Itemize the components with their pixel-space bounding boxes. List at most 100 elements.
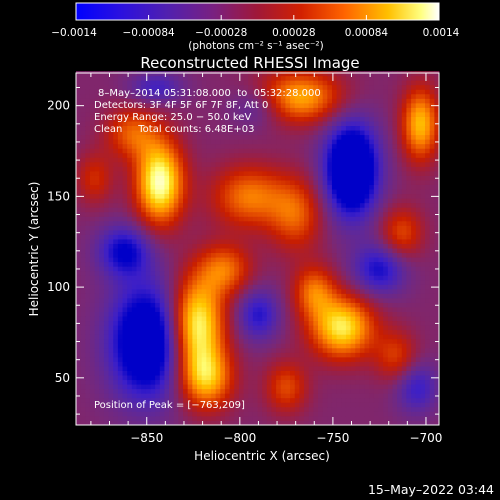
heatmap-cell [397,420,403,426]
heatmap-cell [155,302,161,308]
heatmap-cell [257,202,263,208]
heatmap-cell [192,329,198,335]
heatmap-cell [434,225,440,231]
heatmap-cell [150,393,156,399]
heatmap-cell [401,170,407,176]
heatmap-cell [294,252,300,258]
heatmap-cell [397,375,403,381]
heatmap-cell [285,370,291,376]
heatmap-cell [99,397,105,403]
heatmap-cell [229,388,235,394]
heatmap-cell [336,388,342,394]
heatmap-cell [434,402,440,408]
heatmap-cell [178,297,184,303]
heatmap-cell [383,379,389,385]
heatmap-cell [271,234,277,240]
heatmap-cell [304,157,310,163]
heatmap-cell [364,293,370,299]
heatmap-cell [99,239,105,244]
heatmap-cell [327,243,333,249]
heatmap-cell [434,270,440,276]
heatmap-cell [336,170,342,176]
heatmap-cell [187,166,193,172]
heatmap-cell [141,216,147,222]
heatmap-cell [206,347,212,353]
heatmap-cell [108,411,114,417]
heatmap-cell [345,189,351,195]
heatmap-cell [187,170,193,176]
heatmap-cell [103,356,109,362]
heatmap-cell [224,402,230,408]
heatmap-cell [387,397,393,403]
heatmap-cell [392,356,398,362]
heatmap-cell [308,266,314,272]
heatmap-cell [355,257,361,263]
heatmap-cell [220,293,226,299]
heatmap-cell [150,343,156,349]
heatmap-cell [415,198,421,204]
heatmap-cell [341,252,347,258]
heatmap-cell [262,293,268,299]
heatmap-cell [401,379,407,385]
heatmap-cell [322,361,328,367]
heatmap-cell [434,257,440,263]
heatmap-cell [76,134,82,140]
heatmap-cell [243,193,249,199]
heatmap-cell [420,229,426,235]
heatmap-cell [201,411,207,417]
heatmap-cell [224,307,230,312]
heatmap-cell [401,189,407,195]
heatmap-cell [397,402,403,408]
heatmap-cell [122,388,128,394]
heatmap-cell [411,198,417,204]
heatmap-cell [350,243,356,249]
heatmap-cell [169,406,175,412]
heatmap-cell [308,279,314,285]
heatmap-cell [336,366,342,371]
heatmap-cell [229,402,235,408]
heatmap-cell [173,248,179,254]
heatmap-cell [318,239,324,244]
heatmap-cell [150,302,156,308]
heatmap-cell [248,157,254,163]
heatmap-cell [318,406,324,412]
heatmap-cell [299,361,305,367]
heatmap-cell [145,370,151,376]
heatmap-cell [99,170,105,176]
heatmap-cell [210,293,217,299]
heatmap-cell [238,388,244,394]
heatmap-cell [345,316,351,322]
heatmap-cell [224,329,230,335]
heatmap-cell [164,288,170,294]
heatmap-cell [350,184,356,190]
heatmap-cell [397,334,403,340]
heatmap-cell [341,316,347,322]
heatmap-cell [192,420,198,426]
heatmap-cell [350,334,356,340]
heatmap-cell [378,297,384,303]
heatmap-cell [285,239,291,244]
heatmap-cell [229,325,235,331]
heatmap-cell [215,266,221,272]
heatmap-cell [294,157,300,163]
heatmap-cell [355,325,361,331]
heatmap-cell [145,338,151,344]
heatmap-cell [276,284,282,290]
heatmap-cell [322,302,328,308]
heatmap-cell [85,384,91,390]
heatmap-cell [103,279,109,285]
heatmap-cell [383,257,389,263]
heatmap-cell [192,347,198,353]
heatmap-cell [364,325,370,331]
heatmap-cell [201,166,207,172]
heatmap-cell [308,397,314,403]
heatmap-cell [392,161,398,167]
heatmap-cell [80,234,86,240]
heatmap-cell [331,139,338,145]
heatmap-cell [336,284,342,290]
heatmap-cell [131,189,137,195]
heatmap-cell [318,415,324,421]
heatmap-cell [345,170,351,176]
heatmap-cell [378,352,384,358]
heatmap-cell [359,375,365,381]
